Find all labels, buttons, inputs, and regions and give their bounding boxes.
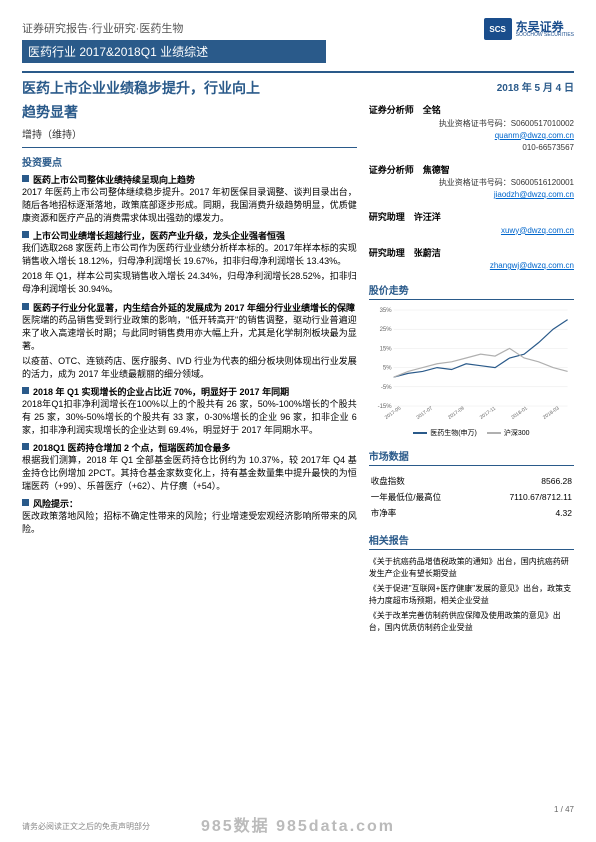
market-data-title: 市场数据 bbox=[369, 448, 574, 466]
svg-text:15%: 15% bbox=[379, 346, 392, 352]
market-data-table: 收盘指数8566.28一年最低位/最高位7110.67/8712.11市净率4.… bbox=[369, 472, 574, 522]
bullet-icon bbox=[22, 387, 29, 394]
svg-text:2017-09: 2017-09 bbox=[447, 405, 466, 421]
price-trend-title: 股价走势 bbox=[369, 282, 574, 300]
report-headline-2: 趋势显著 bbox=[22, 103, 357, 123]
analyst-block: 研究助理 张蔚洁zhangwj@dwzq.com.cn bbox=[369, 247, 574, 273]
svg-text:25%: 25% bbox=[379, 327, 392, 333]
bullet-icon bbox=[22, 175, 29, 182]
report-headline-1: 医药上市企业业绩稳步提升，行业向上 bbox=[22, 79, 357, 99]
report-item: 《关于促进"互联网+医疗健康"发展的意见》出台，政策支持力度超市场预期，相关企业… bbox=[369, 583, 574, 607]
svg-text:2018-03: 2018-03 bbox=[542, 405, 561, 421]
analyst-block: 证券分析师 焦德智执业资格证书号码：S0600516120001jiaodzh@… bbox=[369, 164, 574, 202]
disclaimer: 请务必阅读正文之后的免责声明部分 bbox=[22, 821, 150, 832]
market-value: 8566.28 bbox=[478, 474, 572, 488]
bullet-body: 2018年Q1扣非净利润增长在100%以上的个股共有 26 家，50%-100%… bbox=[22, 398, 357, 437]
market-value: 7110.67/8712.11 bbox=[478, 490, 572, 504]
report-item: 《关于改革完善仿制药供应保障及使用政策的意见》出台，国内优质仿制药企业受益 bbox=[369, 610, 574, 634]
analyst-block: 研究助理 许汪洋xuwy@dwzq.com.cn bbox=[369, 211, 574, 237]
bullet-body: 医改政策落地风险；招标不确定性带来的风险；行业增速受宏观经济影响所带来的风险。 bbox=[22, 510, 357, 536]
bullet-icon bbox=[22, 443, 29, 450]
analyst-email: xuwy@dwzq.com.cn bbox=[369, 225, 574, 237]
logo-en: SOOCHOW SECURITIES bbox=[516, 33, 574, 38]
report-item: 《关于抗癌药品增值税政策的通知》出台，国内抗癌药研发生产企业有望长期受益 bbox=[369, 556, 574, 580]
analyst-email: jiaodzh@dwzq.com.cn bbox=[369, 189, 574, 201]
svg-text:35%: 35% bbox=[379, 308, 392, 314]
analyst-email: zhangwj@dwzq.com.cn bbox=[369, 260, 574, 272]
bullet-heading: 风险提示： bbox=[22, 497, 357, 510]
analyst-email: quanm@dwzq.com.cn bbox=[369, 130, 574, 142]
svg-text:2018-01: 2018-01 bbox=[510, 405, 529, 421]
logo-icon: SCS bbox=[484, 18, 512, 40]
bullet-body: 2017 年医药上市公司整体继续稳步提升。2017 年初医保目录调整、谈判目录出… bbox=[22, 186, 357, 225]
bullet-heading: 上市公司业绩增长超越行业，医药产业升级，龙头企业强者恒强 bbox=[22, 229, 357, 242]
market-row: 市净率4.32 bbox=[371, 506, 572, 520]
header-divider bbox=[22, 71, 574, 73]
bullet-body: 医院端的药品销售受到行业政策的影响，"低开转高开"的销售调整，驱动行业普遍迎来了… bbox=[22, 314, 357, 353]
related-reports-list: 《关于抗癌药品增值税政策的通知》出台，国内抗癌药研发生产企业有望长期受益《关于促… bbox=[369, 556, 574, 634]
bullet-icon bbox=[22, 303, 29, 310]
bullet-icon bbox=[22, 231, 29, 238]
sidebar: 2018 年 5 月 4 日 证券分析师 全铭执业资格证书号码：S0600517… bbox=[369, 79, 574, 637]
market-row: 收盘指数8566.28 bbox=[371, 474, 572, 488]
bullet-body: 我们选取268 家医药上市公司作为医药行业业绩分析样本标的。2017年样本标的实… bbox=[22, 242, 357, 268]
analyst-phone: 010-66573567 bbox=[369, 142, 574, 154]
market-label: 收盘指数 bbox=[371, 474, 476, 488]
bullet-heading: 医药子行业分化显著，内生结合外延的发展成为 2017 年细分行业业绩增长的保障 bbox=[22, 301, 357, 314]
publish-date: 2018 年 5 月 4 日 bbox=[369, 79, 574, 94]
bullet-heading: 2018 年 Q1 实现增长的企业占比近 70%，明显好于 2017 年同期 bbox=[22, 385, 357, 398]
svg-text:2017-11: 2017-11 bbox=[479, 405, 497, 420]
analyst-role-name: 证券分析师 焦德智 bbox=[369, 164, 574, 178]
bullet-heading: 2018Q1 医药持仓增加 2 个点，恒瑞医药加仓最多 bbox=[22, 441, 357, 454]
market-value: 4.32 bbox=[478, 506, 572, 520]
svg-text:-5%: -5% bbox=[381, 385, 392, 391]
bullet-body: 2018 年 Q1，样本公司实现销售收入增长 24.34%，归母净利润增长28.… bbox=[22, 270, 357, 296]
svg-text:-15%: -15% bbox=[377, 404, 392, 410]
related-reports-title: 相关报告 bbox=[369, 532, 574, 550]
analyst-cert: 执业资格证书号码：S0600517010002 bbox=[369, 118, 574, 130]
report-title-bar: 医药行业 2017&2018Q1 业绩综述 bbox=[22, 40, 326, 63]
price-chart: -15%-5%5%15%25%35%2017-052017-072017-092… bbox=[369, 306, 574, 426]
company-logo: SCS 东吴证券 SOOCHOW SECURITIES bbox=[484, 18, 574, 40]
chart-legend: 医药生物(申万) 沪深300 bbox=[369, 428, 574, 438]
logo-cn: 东吴证券 bbox=[516, 21, 574, 33]
watermark: 985数据 985data.com bbox=[201, 812, 395, 836]
legend-item: 沪深300 bbox=[487, 428, 530, 438]
rating: 增持（维持） bbox=[22, 126, 357, 141]
market-row: 一年最低位/最高位7110.67/8712.11 bbox=[371, 490, 572, 504]
analyst-role-name: 研究助理 许汪洋 bbox=[369, 211, 574, 225]
svg-text:5%: 5% bbox=[383, 366, 392, 372]
bullet-icon bbox=[22, 499, 29, 506]
legend-item: 医药生物(申万) bbox=[413, 428, 477, 438]
page-number: 1 / 47 bbox=[554, 805, 574, 814]
analyst-role-name: 证券分析师 全铭 bbox=[369, 104, 574, 118]
bullet-body: 根据我们测算，2018 年 Q1 全部基金医药持仓比例约为 10.37%，较 2… bbox=[22, 454, 357, 493]
market-label: 市净率 bbox=[371, 506, 476, 520]
market-label: 一年最低位/最高位 bbox=[371, 490, 476, 504]
bullet-body: 以疫苗、OTC、连锁药店、医疗服务、IVD 行业为代表的细分板块则体现出行业发展… bbox=[22, 355, 357, 381]
main-content: 医药上市企业业绩稳步提升，行业向上 趋势显著 增持（维持） 投资要点 医药上市公… bbox=[22, 79, 357, 637]
analyst-block: 证券分析师 全铭执业资格证书号码：S0600517010002quanm@dwz… bbox=[369, 104, 574, 154]
analyst-cert: 执业资格证书号码：S0600516120001 bbox=[369, 177, 574, 189]
svg-text:2017-07: 2017-07 bbox=[415, 405, 434, 421]
investment-points-label: 投资要点 bbox=[22, 154, 357, 169]
analyst-role-name: 研究助理 张蔚洁 bbox=[369, 247, 574, 261]
title-divider bbox=[22, 147, 357, 148]
bullet-heading: 医药上市公司整体业绩持续呈现向上趋势 bbox=[22, 173, 357, 186]
